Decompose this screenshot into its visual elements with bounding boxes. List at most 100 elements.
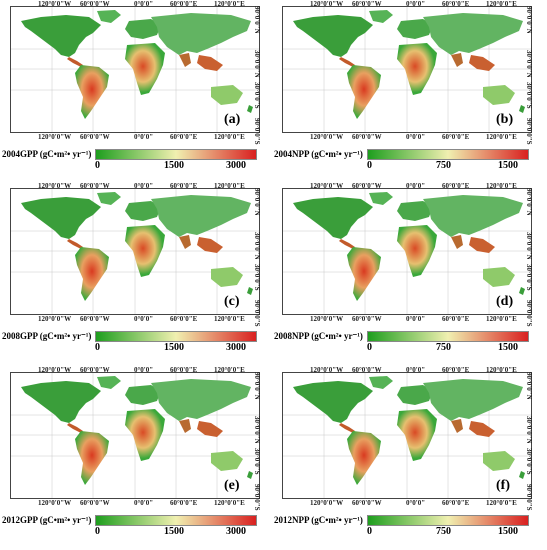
africa [397, 225, 437, 277]
greenland [369, 192, 393, 205]
lon-label-top: 120°0'0"E [214, 0, 245, 8]
colorbar-tick: 3000 [226, 526, 246, 537]
lon-label-bottom: 60°0'0"W [352, 499, 382, 507]
lon-label-bottom: 60°0'0"E [442, 133, 470, 141]
lat-label: 90°0'0"S [525, 118, 533, 145]
colorbar-tick: 3000 [226, 160, 246, 171]
colorbar-tick: 1500 [164, 526, 184, 537]
north-america [293, 197, 373, 239]
new-zealand [519, 287, 525, 295]
lon-label-bottom: 0°0'0" [134, 499, 154, 507]
lat-label: 30°0'0"S [525, 264, 533, 291]
lon-label-bottom: 60°0'0"E [170, 499, 198, 507]
world-map [282, 372, 532, 499]
lon-label-top: 60°0'0"E [170, 182, 198, 190]
world-map-graphic [283, 189, 531, 314]
colorbar-title: 2004NPP (gC•m²• yr⁻¹) [274, 149, 363, 159]
lat-label: 90°0'0"N [253, 188, 261, 216]
lat-label: 30°0'0"S [253, 448, 261, 475]
lon-label-bottom: 120°0'0"W [310, 315, 344, 323]
lon-label-top: 120°0'0"E [486, 366, 517, 374]
panel-label: (f) [496, 478, 510, 493]
world-map [10, 372, 260, 499]
colorbar-tick: 1500 [498, 342, 518, 353]
south-america [75, 247, 109, 301]
panel-label: (b) [496, 112, 514, 127]
lon-label-top: 60°0'0"W [80, 182, 110, 190]
southeast-asia [197, 421, 223, 437]
colorbar-tick: 0 [367, 342, 372, 353]
australia [211, 267, 243, 287]
lon-label-top: 60°0'0"W [80, 0, 110, 8]
central-america [339, 239, 355, 249]
colorbar-tick: 3000 [226, 342, 246, 353]
greenland [369, 10, 393, 23]
lat-label: 90°0'0"N [525, 6, 533, 34]
colorbar [367, 331, 529, 342]
lon-label-top: 0°0'0" [134, 0, 154, 8]
europe [125, 385, 161, 405]
lon-label-bottom: 120°0'0"E [486, 133, 517, 141]
lat-label: 30°0'0"N [253, 232, 261, 260]
lon-label-bottom: 0°0'0" [134, 315, 154, 323]
lon-label-top: 120°0'0"E [214, 366, 245, 374]
map-panel-b: 120°0'0"W 60°0'0"W 0°0'0" 60°0'0"E 120°0… [272, 0, 535, 180]
lon-label-top: 0°0'0" [406, 182, 426, 190]
map-panel-e: 120°0'0"W 60°0'0"W 0°0'0" 60°0'0"E 120°0… [0, 366, 263, 546]
lon-label-bottom: 0°0'0" [406, 315, 426, 323]
colorbar-title: 2008NPP (gC•m²• yr⁻¹) [274, 331, 363, 341]
lat-label: 90°0'0"N [253, 6, 261, 34]
europe [397, 385, 433, 405]
colorbar-tick: 750 [436, 160, 451, 171]
asia [151, 195, 251, 237]
lon-label-bottom: 60°0'0"E [170, 133, 198, 141]
lat-label: 30°0'0"N [525, 232, 533, 260]
lon-label-top: 60°0'0"E [442, 0, 470, 8]
lat-label: 90°0'0"S [525, 484, 533, 511]
lon-label-top: 120°0'0"W [38, 0, 72, 8]
greenland [97, 192, 121, 205]
new-zealand [247, 471, 253, 479]
world-map [282, 188, 532, 315]
lon-label-top: 120°0'0"W [310, 182, 344, 190]
lat-label: 90°0'0"N [253, 372, 261, 400]
lon-label-bottom: 60°0'0"E [442, 315, 470, 323]
colorbar-tick: 0 [95, 160, 100, 171]
lon-label-top: 60°0'0"E [170, 366, 198, 374]
south-america [75, 431, 109, 485]
lon-label-bottom: 120°0'0"E [486, 499, 517, 507]
lon-label-bottom: 120°0'0"W [38, 315, 72, 323]
lon-label-bottom: 120°0'0"W [310, 499, 344, 507]
central-america [67, 239, 83, 249]
lat-label: 90°0'0"S [525, 300, 533, 327]
world-map-graphic [11, 189, 259, 314]
lon-label-top: 0°0'0" [406, 0, 426, 8]
colorbar-tick: 0 [95, 342, 100, 353]
lon-label-top: 60°0'0"W [352, 182, 382, 190]
lon-label-top: 60°0'0"W [352, 0, 382, 8]
south-asia [451, 53, 463, 67]
lat-label: 30°0'0"S [253, 264, 261, 291]
europe [125, 201, 161, 221]
asia [423, 13, 523, 55]
lon-label-top: 120°0'0"W [310, 366, 344, 374]
lon-label-bottom: 60°0'0"E [170, 315, 198, 323]
north-america [293, 15, 373, 57]
asia [423, 379, 523, 421]
lon-label-bottom: 120°0'0"E [214, 133, 245, 141]
lon-label-bottom: 120°0'0"W [38, 133, 72, 141]
colorbar-title: 2004GPP (gC•m²• yr⁻¹) [2, 149, 92, 159]
south-america [347, 65, 381, 119]
north-america [21, 381, 101, 423]
australia [211, 451, 243, 471]
lon-label-bottom: 0°0'0" [406, 499, 426, 507]
australia [483, 451, 515, 471]
south-america [75, 65, 109, 119]
south-america [347, 247, 381, 301]
southeast-asia [197, 237, 223, 253]
lon-label-top: 60°0'0"E [442, 182, 470, 190]
europe [397, 201, 433, 221]
lon-label-top: 0°0'0" [134, 182, 154, 190]
colorbar-tick: 1500 [498, 160, 518, 171]
lat-label: 90°0'0"S [253, 118, 261, 145]
